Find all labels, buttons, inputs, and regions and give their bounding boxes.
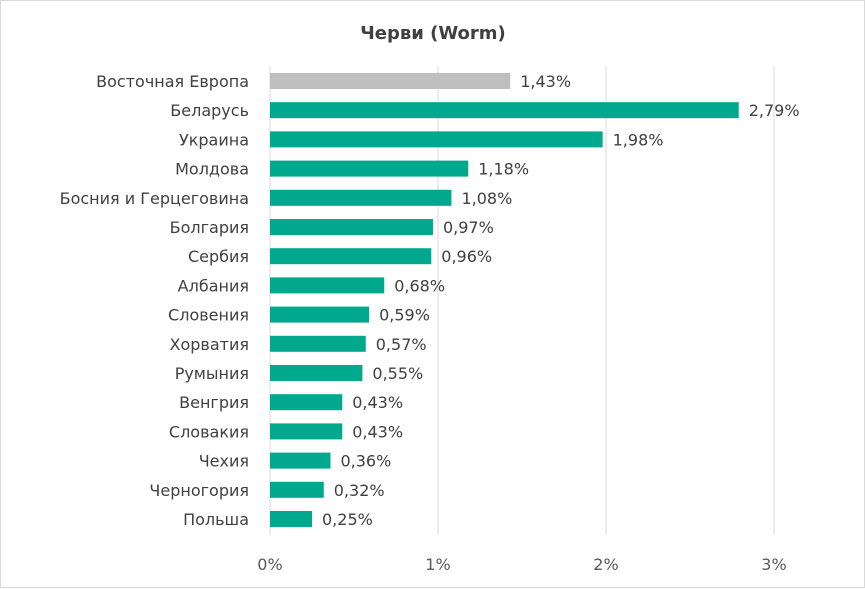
data-label: 1,18% [478,160,529,179]
category-label: Сербия [188,247,249,266]
data-label: 0,55% [372,364,423,383]
category-label: Словакия [169,422,249,441]
category-label: Хорватия [170,335,249,354]
data-label: 0,59% [379,306,430,325]
bar [270,394,343,411]
category-label: Румыния [175,364,249,383]
category-label: Словения [168,306,249,325]
data-label: 0,25% [322,510,373,529]
data-label: 0,32% [334,481,385,500]
x-tick-label: 2% [593,555,618,574]
bar [270,131,603,148]
bar [270,423,343,440]
bar [270,73,511,89]
category-label: Украина [179,130,249,149]
bar [270,452,331,469]
category-label: Восточная Европа [96,72,249,91]
x-axis-ticks: 0% 1% 2% 3% [257,555,786,574]
bar [270,102,739,119]
bar [270,481,324,498]
category-labels: Восточная Европа Беларусь Украина Молдова Бо… [60,72,249,529]
data-label: 0,36% [340,452,391,471]
data-label: 0,43% [352,393,403,412]
category-label: Болгария [170,218,249,237]
data-label: 1,08% [461,189,512,208]
x-tick-label: 0% [257,555,282,574]
category-label: Венгрия [179,393,249,412]
category-label: Беларусь [170,101,249,120]
data-label: 0,57% [376,335,427,354]
x-tick-label: 3% [761,555,786,574]
data-label: 0,43% [352,422,403,441]
category-label: Чехия [199,452,249,471]
bar [270,219,433,235]
category-label: Польша [183,510,249,529]
bar [270,160,469,177]
category-label: Молдова [175,160,249,179]
bar [270,365,363,381]
value-labels: 1,43% 2,79% 1,98% 1,18% 1,08% 0,97% 0,96% 0,68%… [322,72,800,529]
data-label: 0,96% [441,247,492,266]
bars [270,73,739,527]
data-label: 1,98% [613,130,664,149]
category-label: Босния и Герцеговина [60,189,249,208]
category-label: Черногория [149,481,249,500]
data-label: 0,97% [443,218,494,237]
bar [270,511,312,527]
x-tick-label: 1% [425,555,450,574]
bar [270,306,370,323]
data-label: 0,68% [394,276,445,295]
data-label: 1,43% [520,72,571,91]
bar [270,277,385,294]
bar [270,335,366,352]
bar [270,189,452,206]
data-label: 2,79% [749,101,800,120]
chart-title: Черви (Worm) [360,23,506,44]
bar [270,248,432,265]
category-label: Албания [178,276,249,295]
